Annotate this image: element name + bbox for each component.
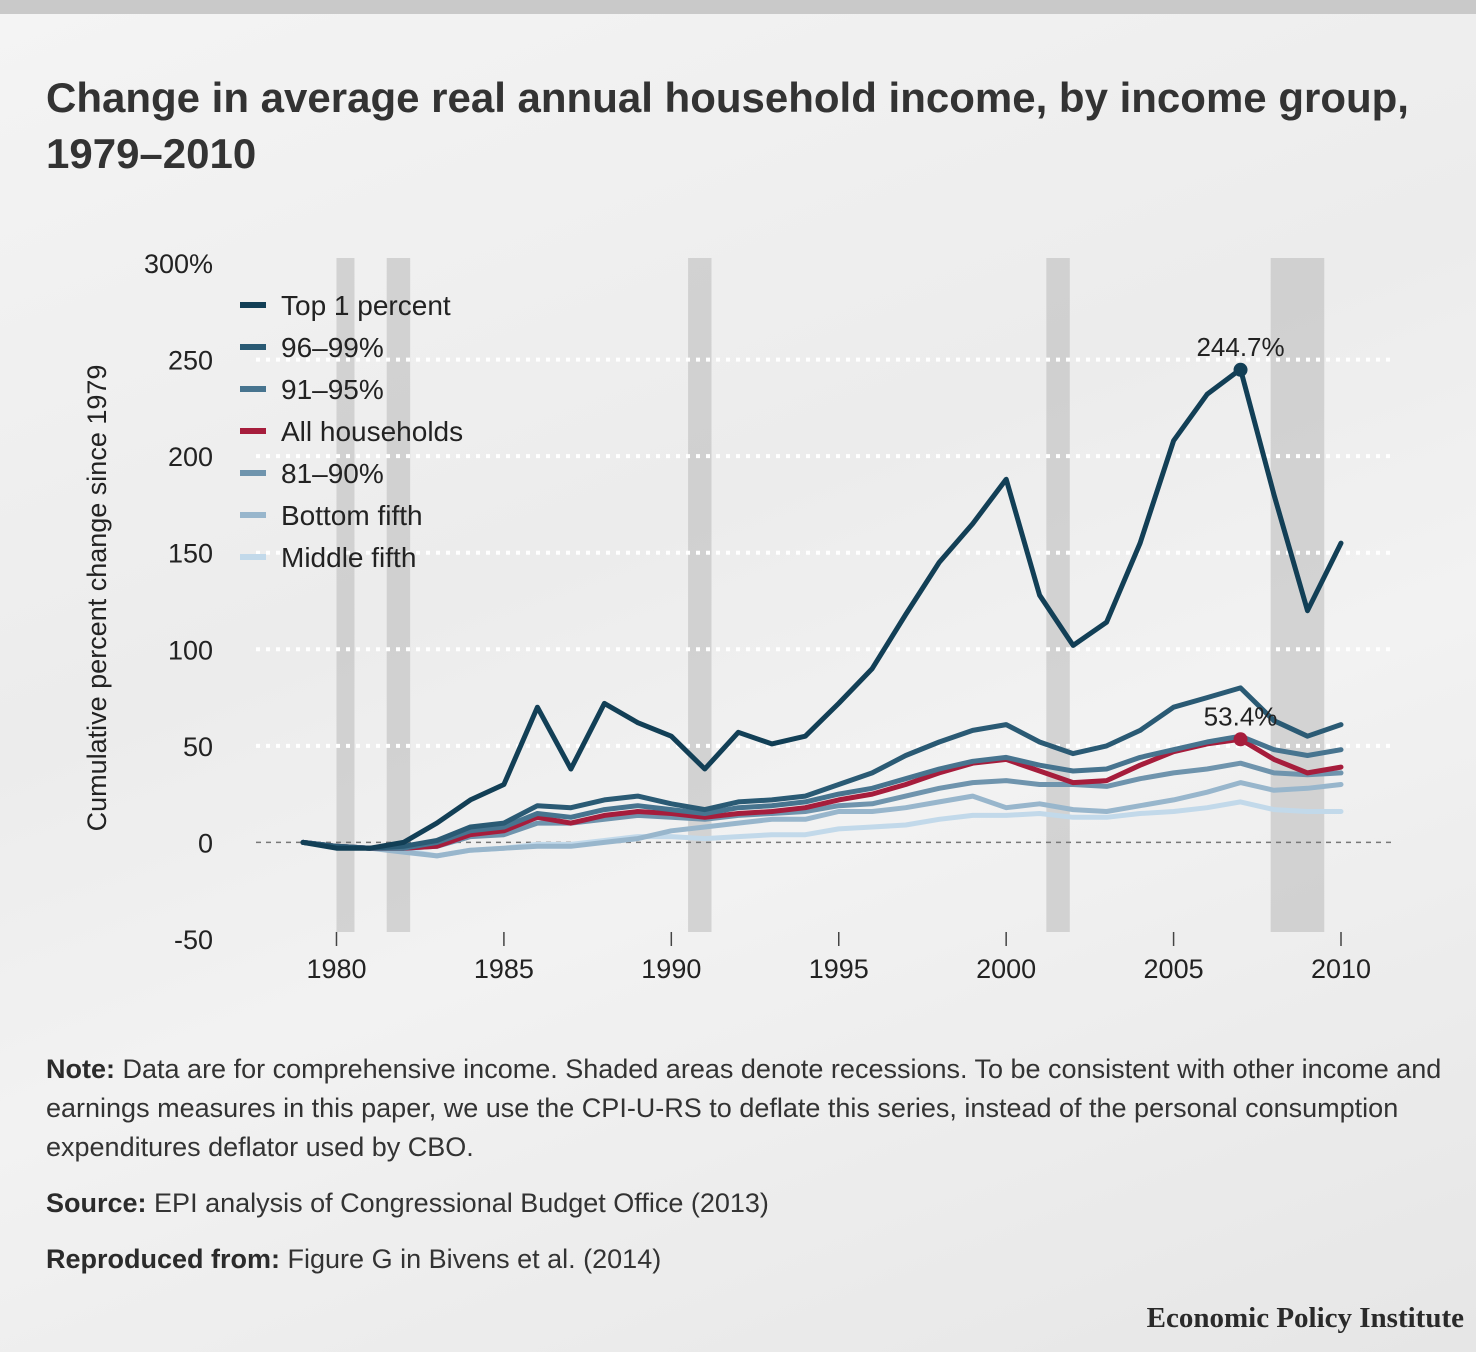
annotation-marker [1233,732,1248,747]
annotation-label: 53.4% [1204,701,1278,731]
chart-notes: Note: Data are for comprehensive income.… [46,1050,1446,1296]
reproduced-text: Figure G in Bivens et al. (2014) [287,1244,662,1274]
annotations: 244.7% 53.4% [1196,332,1285,747]
note-text: Data are for comprehensive income. Shade… [46,1054,1442,1162]
legend-label: Top 1 percent [281,290,451,321]
note-paragraph: Note: Data are for comprehensive income.… [46,1050,1446,1167]
recession-band [688,258,712,932]
legend-label: 91–95% [281,374,384,405]
recession-band [336,258,355,932]
series-lines [300,366,1344,859]
annotation-label: 244.7% [1196,332,1284,362]
x-tick-label: 2000 [976,954,1036,984]
brand-logo: Economic Policy Institute [1146,1302,1464,1334]
source-paragraph: Source: EPI analysis of Congressional Bu… [46,1184,1446,1223]
legend-label: 81–90% [281,458,384,489]
series-line [300,736,1344,851]
y-tick-label: -50 [174,925,213,955]
source-label: Source: [46,1188,147,1218]
x-tick-label: 2010 [1311,954,1371,984]
reproduced-paragraph: Reproduced from: Figure G in Bivens et a… [46,1240,1446,1279]
y-tick-label: 150 [168,539,213,569]
legend-label: 96–99% [281,332,384,363]
y-tick-label: 0 [198,828,213,858]
x-tick-label: 1995 [809,954,869,984]
x-tick-label: 1980 [306,954,366,984]
legend-label: Bottom fifth [281,500,423,531]
series-line [300,685,1344,851]
legend: Top 1 percent 96–99% 91–95% All households 8… [240,290,463,573]
recession-band [386,258,411,932]
axes: 300% 250 200 150 100 50 0 -50 1980 1985 1990 1995 20… [82,249,1371,984]
note-label: Note: [46,1054,115,1084]
y-tick-label: 200 [168,442,213,472]
legend-label: All households [281,416,463,447]
y-tick-label: 100 [168,635,213,665]
top-bar [0,0,1476,14]
x-tick-label: 2005 [1144,954,1204,984]
legend-label: Middle fifth [281,542,416,573]
x-tick-label: 1990 [641,954,701,984]
y-axis-title: Cumulative percent change since 1979 [82,365,112,832]
y-tick-label: 300% [144,249,213,279]
recession-bands [336,258,1325,932]
chart-title: Change in average real annual household … [46,74,1409,177]
source-text: EPI analysis of Congressional Budget Off… [154,1188,769,1218]
y-tick-label: 250 [168,346,213,376]
series-line [300,780,1344,859]
series-line [300,366,1344,851]
y-tick-label: 50 [183,732,213,762]
recession-band [1046,258,1070,932]
series-line [300,733,1344,851]
x-tick-label: 1985 [474,954,534,984]
reproduced-label: Reproduced from: [46,1244,281,1274]
annotation-marker [1233,362,1248,377]
